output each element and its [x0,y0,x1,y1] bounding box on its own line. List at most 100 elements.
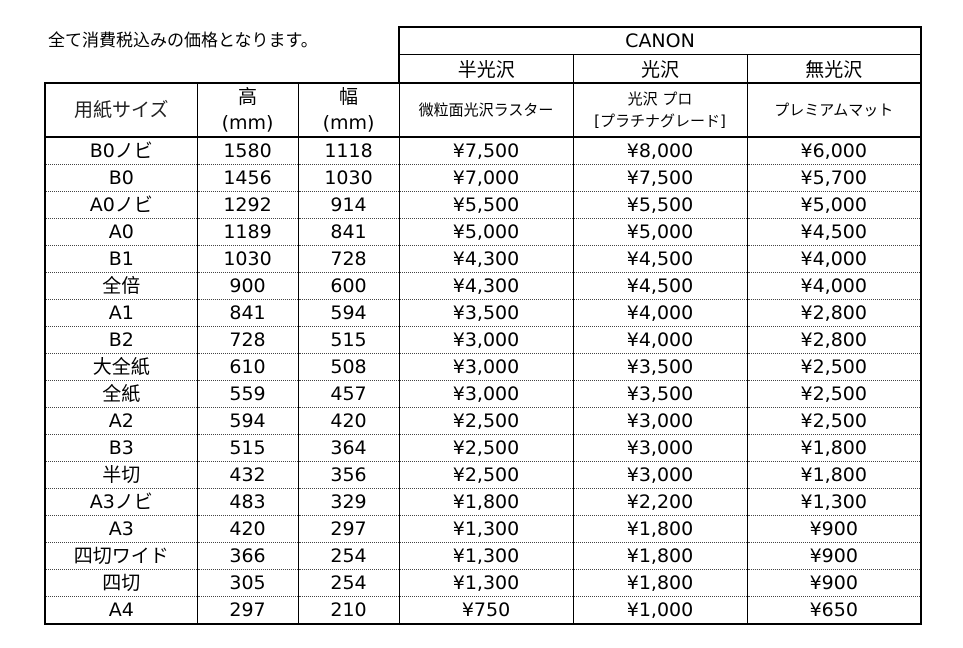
price-table: CANON 半光沢 光沢 無光沢 用紙サイズ 高 (mm) 幅 (mm) 微粒面… [44,26,922,625]
price-gloss-cell: ¥3,000 [572,461,748,489]
price-matte-cell: ¥650 [746,596,922,625]
width-cell: 1030 [297,164,400,192]
width-cell: 515 [297,326,400,354]
height-cell: 728 [196,326,299,354]
table-row: A0ノビ 1292 914 ¥5,500 ¥5,500 ¥5,000 [44,191,922,219]
price-semigloss-cell: ¥3,000 [398,326,574,354]
height-cell: 515 [196,434,299,462]
price-semigloss-cell: ¥7,000 [398,164,574,192]
price-gloss-cell: ¥7,500 [572,164,748,192]
size-cell: 全倍 [44,272,198,300]
price-matte-cell: ¥2,500 [746,407,922,435]
price-semigloss-cell: ¥2,500 [398,407,574,435]
price-matte-cell: ¥1,800 [746,461,922,489]
price-matte-cell: ¥1,800 [746,434,922,462]
size-cell: A2 [44,407,198,435]
price-gloss-cell: ¥1,800 [572,542,748,570]
price-semigloss-cell: ¥4,300 [398,272,574,300]
col-height: 高 (mm) [196,82,299,138]
size-cell: 大全紙 [44,353,198,381]
height-cell: 1456 [196,164,299,192]
width-cell: 254 [297,542,400,570]
brand-header-row: CANON [45,26,922,55]
col-paper-matte: プレミアムマット [746,82,922,138]
price-gloss-cell: ¥3,000 [572,407,748,435]
finish-header-row: 半光沢 光沢 無光沢 [45,54,922,84]
table-row: B2 728 515 ¥3,000 ¥4,000 ¥2,800 [44,326,922,354]
width-cell: 297 [297,515,400,543]
table-row: B1 1030 728 ¥4,300 ¥4,500 ¥4,000 [44,245,922,273]
table-row: 大全紙 610 508 ¥3,000 ¥3,500 ¥2,500 [44,353,922,381]
price-matte-cell: ¥2,800 [746,326,922,354]
width-cell: 210 [297,596,400,625]
price-matte-cell: ¥2,500 [746,380,922,408]
size-cell: A1 [44,299,198,327]
price-matte-cell: ¥5,700 [746,164,922,192]
col-size: 用紙サイズ [44,82,198,138]
price-semigloss-cell: ¥1,300 [398,515,574,543]
price-semigloss-cell: ¥1,800 [398,488,574,516]
price-matte-cell: ¥900 [746,515,922,543]
price-semigloss-cell: ¥750 [398,596,574,625]
table-row: A4 297 210 ¥750 ¥1,000 ¥650 [44,596,922,625]
price-gloss-cell: ¥5,500 [572,191,748,219]
table-row: 半切 432 356 ¥2,500 ¥3,000 ¥1,800 [44,461,922,489]
table-row: 全紙 559 457 ¥3,000 ¥3,500 ¥2,500 [44,380,922,408]
price-gloss-cell: ¥1,800 [572,569,748,597]
size-cell: 半切 [44,461,198,489]
price-semigloss-cell: ¥5,500 [398,191,574,219]
price-matte-cell: ¥6,000 [746,137,922,165]
price-semigloss-cell: ¥1,300 [398,542,574,570]
size-cell: A4 [44,596,198,625]
width-cell: 329 [297,488,400,516]
price-matte-cell: ¥4,000 [746,272,922,300]
table-row: A3ノビ 483 329 ¥1,800 ¥2,200 ¥1,300 [44,488,922,516]
size-cell: B0ノビ [44,137,198,165]
table-row: 四切 305 254 ¥1,300 ¥1,800 ¥900 [44,569,922,597]
price-gloss-cell: ¥1,800 [572,515,748,543]
price-gloss-cell: ¥4,000 [572,326,748,354]
price-matte-cell: ¥1,300 [746,488,922,516]
price-gloss-cell: ¥8,000 [572,137,748,165]
price-matte-cell: ¥5,000 [746,191,922,219]
price-gloss-cell: ¥5,000 [572,218,748,246]
height-cell: 900 [196,272,299,300]
price-semigloss-cell: ¥3,000 [398,380,574,408]
size-cell: 全紙 [44,380,198,408]
size-cell: A3 [44,515,198,543]
table-row: B0ノビ 1580 1118 ¥7,500 ¥8,000 ¥6,000 [44,137,922,165]
finish-matte: 無光沢 [746,54,922,84]
height-cell: 559 [196,380,299,408]
price-semigloss-cell: ¥1,300 [398,569,574,597]
price-gloss-cell: ¥1,000 [572,596,748,625]
height-cell: 841 [196,299,299,327]
width-cell: 841 [297,218,400,246]
tax-note: 全て消費税込みの価格となります。 [48,31,318,51]
price-semigloss-cell: ¥5,000 [398,218,574,246]
price-semigloss-cell: ¥7,500 [398,137,574,165]
price-semigloss-cell: ¥3,000 [398,353,574,381]
width-cell: 728 [297,245,400,273]
width-cell: 356 [297,461,400,489]
price-gloss-cell: ¥3,000 [572,434,748,462]
height-cell: 1189 [196,218,299,246]
width-cell: 457 [297,380,400,408]
size-cell: B0 [44,164,198,192]
finish-semigloss: 半光沢 [398,54,574,84]
price-gloss-cell: ¥3,500 [572,353,748,381]
col-paper-semigloss: 微粒面光沢ラスター [398,82,574,138]
height-cell: 432 [196,461,299,489]
width-cell: 594 [297,299,400,327]
width-cell: 600 [297,272,400,300]
table-row: A3 420 297 ¥1,300 ¥1,800 ¥900 [44,515,922,543]
price-gloss-cell: ¥3,500 [572,380,748,408]
price-gloss-cell: ¥2,200 [572,488,748,516]
price-gloss-cell: ¥4,500 [572,272,748,300]
width-cell: 420 [297,407,400,435]
height-cell: 1030 [196,245,299,273]
price-matte-cell: ¥2,500 [746,353,922,381]
size-cell: A0ノビ [44,191,198,219]
width-cell: 914 [297,191,400,219]
brand-header: CANON [398,26,922,55]
size-cell: A0 [44,218,198,246]
